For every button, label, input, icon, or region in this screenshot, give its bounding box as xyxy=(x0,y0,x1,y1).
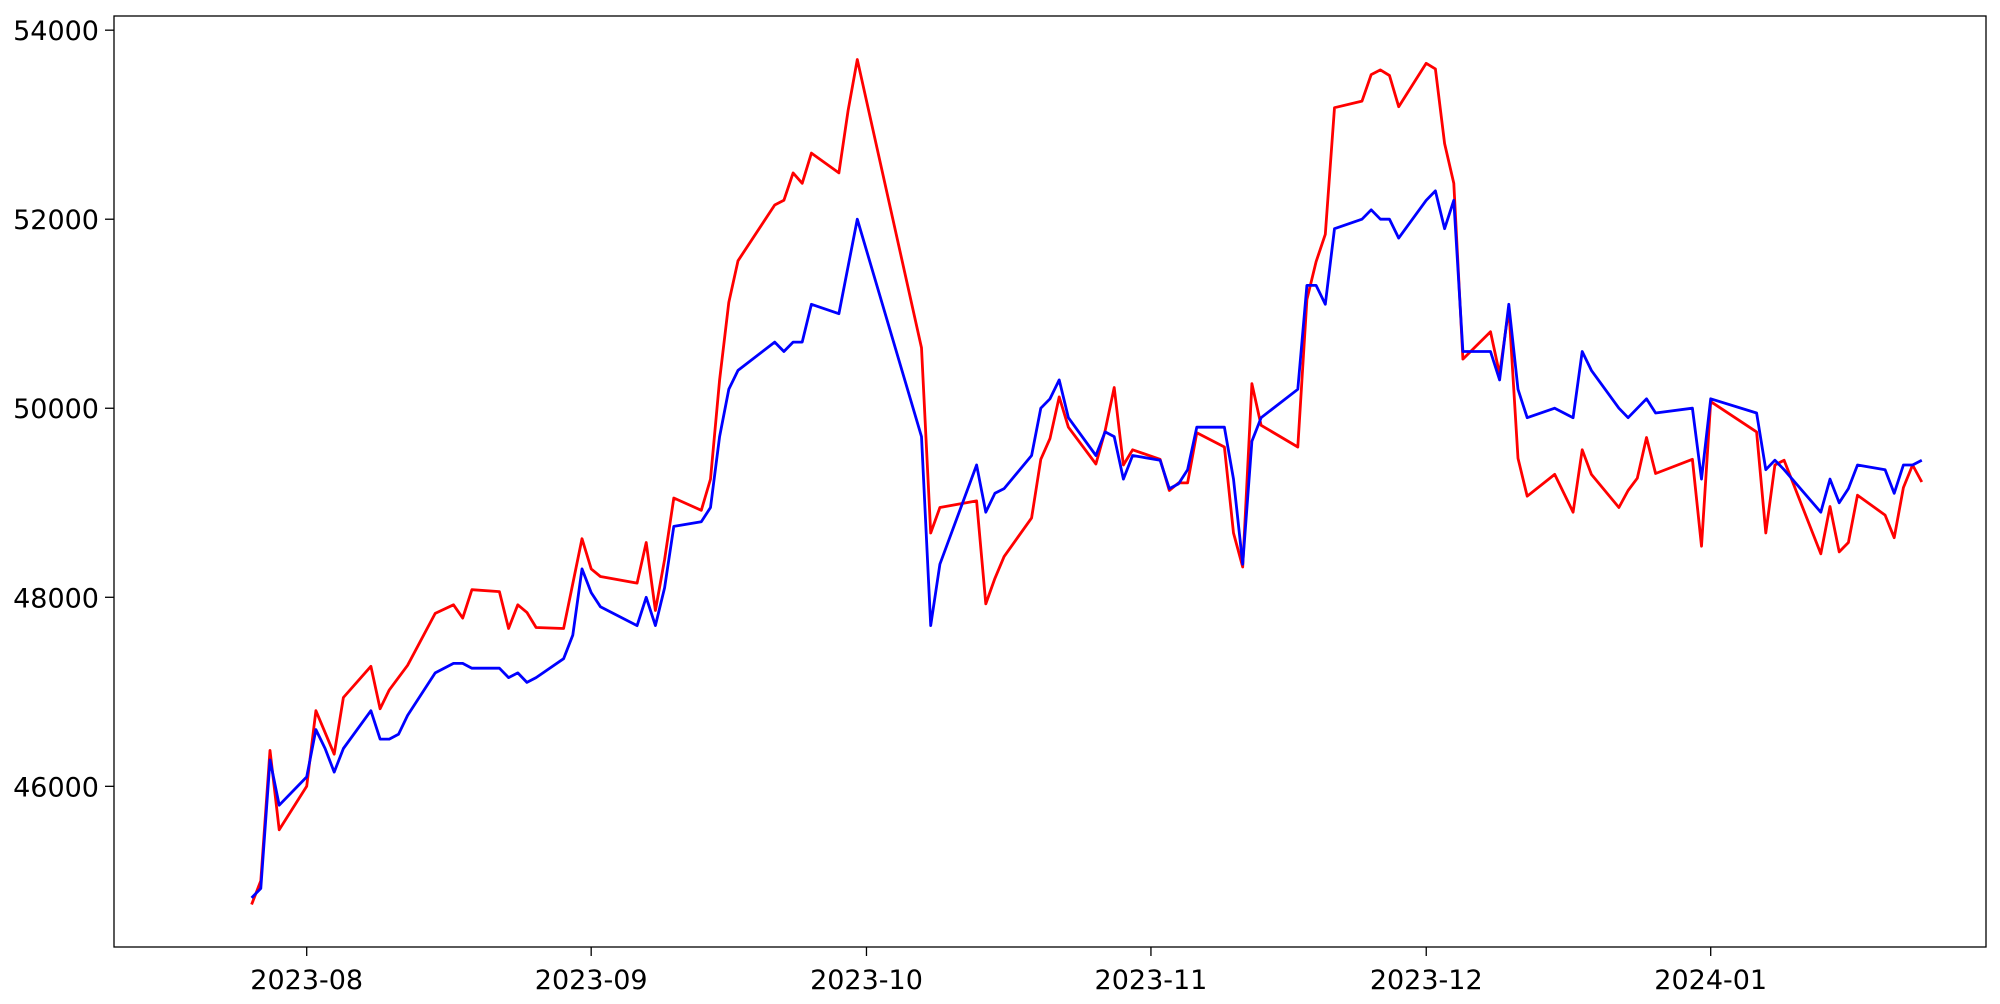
x-tick-label: 2023-10 xyxy=(810,965,923,996)
x-tick-label: 2024-01 xyxy=(1654,965,1767,996)
series-line-2 xyxy=(250,189,1923,899)
x-tick-label: 2023-08 xyxy=(250,965,363,996)
x-tick-label: 2023-09 xyxy=(535,965,648,996)
y-tick-label: 54000 xyxy=(13,16,99,47)
y-tick-label: 48000 xyxy=(13,583,99,614)
y-tick-label: 50000 xyxy=(13,394,99,425)
y-tick-label: 52000 xyxy=(13,205,99,236)
y-tick-label: 46000 xyxy=(13,772,99,803)
y-axis: 46000 48000 50000 52000 54000 xyxy=(13,16,114,803)
x-tick-label: 2023-11 xyxy=(1095,965,1208,996)
series-layer xyxy=(250,58,1924,906)
plot-area-frame xyxy=(113,15,1987,948)
series-line-1 xyxy=(250,58,1924,906)
x-axis: 2023-08 2023-09 2023-10 2023-11 2023-12 2024-… xyxy=(250,947,1767,996)
x-tick-label: 2023-12 xyxy=(1370,965,1483,996)
